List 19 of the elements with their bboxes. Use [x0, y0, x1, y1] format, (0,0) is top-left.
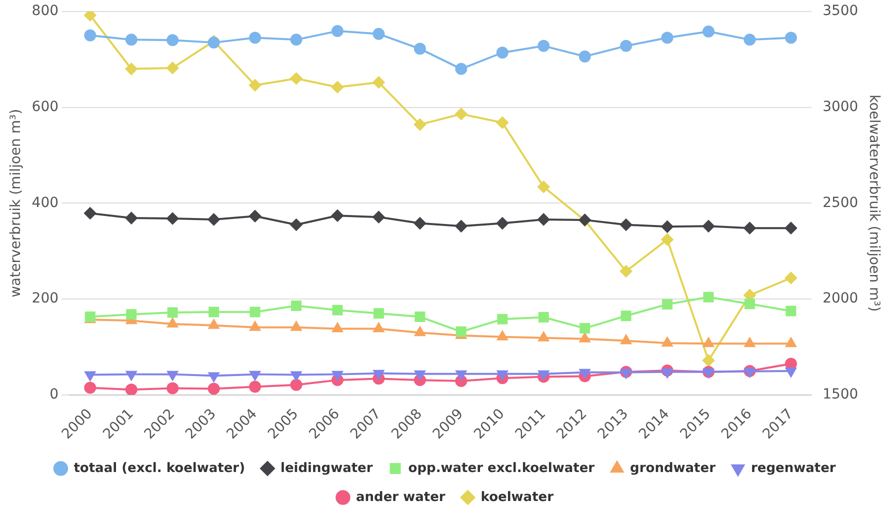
legend-label: totaal (excl. koelwater): [74, 460, 246, 476]
y2-tick-label: 1500: [822, 386, 858, 403]
y2-tick-label: 3000: [822, 98, 858, 115]
legend-label: grondwater: [630, 460, 716, 476]
legend-label: ander water: [356, 490, 446, 505]
y-tick-label: 800: [32, 3, 59, 20]
y-tick-label: 400: [32, 194, 59, 211]
legend-label: koelwater: [480, 490, 554, 505]
y2-tick-label: 2500: [822, 194, 858, 211]
y-tick-label: 0: [50, 386, 59, 403]
legend-label: opp.water excl.koelwater: [408, 460, 596, 476]
y2-axis-title: koelwaterverbruik (miljoen m³): [866, 94, 882, 312]
y2-tick-label: 2000: [822, 290, 858, 307]
y-axis-title: waterverbruik (miljoen m³): [8, 108, 24, 298]
legend-label: regenwater: [750, 460, 836, 476]
y-tick-label: 200: [32, 290, 59, 307]
legend-label: leidingwater: [280, 460, 374, 476]
y-tick-label: 600: [32, 98, 59, 115]
y2-tick-label: 3500: [822, 3, 858, 20]
